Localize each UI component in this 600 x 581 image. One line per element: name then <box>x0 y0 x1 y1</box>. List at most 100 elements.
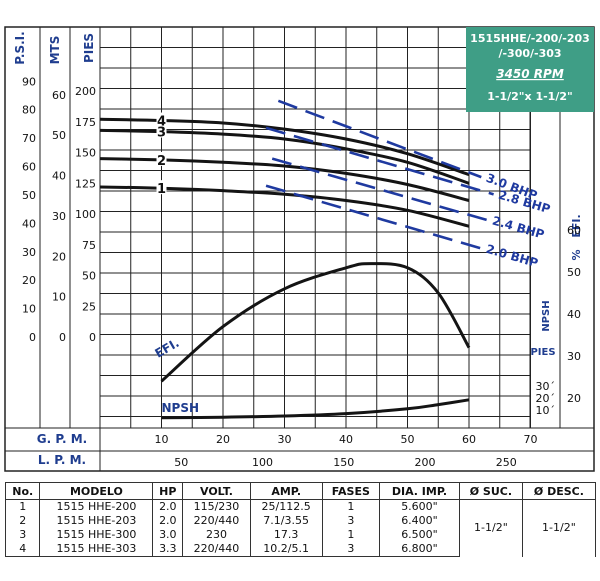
table-cell: 6.400" <box>378 514 460 528</box>
table-cell: 7.1/3.55 <box>249 514 323 528</box>
npsh-tick-label: 20´ <box>536 392 556 405</box>
pies-axis-label: PIES <box>82 33 96 63</box>
psi-tick-label: 90 <box>22 75 36 88</box>
table-cell: 1515 HHE-303 <box>39 542 154 557</box>
curve-label-4: 4 <box>157 115 166 130</box>
efi-curve-label: EFI. <box>153 336 182 361</box>
efi-tick-label: 60 <box>567 224 581 237</box>
bhp-line <box>277 99 482 179</box>
psi-tick-label: 30 <box>22 246 36 259</box>
table-cell: 6.500" <box>378 528 460 542</box>
rpm-label: 3450 RPM <box>496 67 564 81</box>
discharge-diameter-cell: 1-1/2" <box>521 499 597 557</box>
model-title-line2: /-300/-303 <box>498 47 561 60</box>
efi-tick-label: 30 <box>567 350 581 363</box>
table-cell: 3 <box>4 528 41 542</box>
gpm-tick-label: 70 <box>524 433 538 446</box>
table-cell: 2.0 <box>152 499 184 514</box>
pies-tick-label: 75 <box>82 239 96 252</box>
connection-size-label: 1-1/2"x 1-1/2" <box>487 90 572 103</box>
table-header-cell: Ø DESC. <box>521 482 597 500</box>
pump-spec-table: No. MODELO HP VOLT. AMP. FASES DIA. IMP. Ø SUC.… <box>4 482 597 557</box>
efi-tick-label: 40 <box>567 308 581 321</box>
table-header-cell: No. <box>4 482 41 500</box>
table-row: 4 1515 HHE-303 3.3 220/440 10.2/5.1 3 6.800" <box>4 542 596 557</box>
efi-unit-label: % <box>570 249 583 260</box>
table-cell: 1 <box>4 499 41 514</box>
table-header-row: No. MODELO HP VOLT. AMP. FASES DIA. IMP. Ø SUC.… <box>4 482 597 500</box>
mts-axis-label: MTS <box>48 36 62 65</box>
suction-diameter-cell: 1-1/2" <box>458 499 523 557</box>
mts-tick-label: 60 <box>52 89 66 102</box>
pies-tick-label: 200 <box>75 85 96 98</box>
psi-tick-label: 20 <box>22 274 36 287</box>
table-cell: 2.0 <box>152 514 184 528</box>
gpm-tick-label: 10 <box>155 433 169 446</box>
psi-tick-label: 0 <box>29 331 36 344</box>
bhp-line <box>265 184 482 250</box>
mts-tick-label: 30 <box>52 210 66 223</box>
table-row: 2 1515 HHE-203 2.0 220/440 7.1/3.55 3 6.400" <box>4 514 596 528</box>
table-cell: 220/440 <box>182 542 251 557</box>
pies-tick-label: 50 <box>82 270 96 283</box>
gpm-tick-label: 50 <box>401 433 415 446</box>
table-cell: 17.3 <box>249 528 323 542</box>
lpm-tick-label: 200 <box>414 456 435 469</box>
table-header-cell: FASES <box>321 482 380 500</box>
pies-tick-label: 25 <box>82 300 96 313</box>
model-title-line1: 1515HHE/-200/-203 <box>470 32 590 45</box>
table-header-cell: MODELO <box>39 482 154 500</box>
gpm-tick-label: 30 <box>278 433 292 446</box>
bhp-label: 2.4 BHP <box>491 214 546 242</box>
pies-tick-label: 125 <box>75 177 96 190</box>
npsh-unit-label: PIES <box>530 347 555 358</box>
table-cell: 10.2/5.1 <box>249 542 323 557</box>
table-header-cell: Ø SUC. <box>458 482 523 500</box>
npsh-tick-label: 10´ <box>536 404 556 417</box>
mts-tick-label: 0 <box>59 331 66 344</box>
table-cell: 3.3 <box>152 542 184 557</box>
bhp-line <box>265 126 494 196</box>
table-cell: 6.800" <box>378 542 460 557</box>
table-cell: 25/112.5 <box>249 499 323 514</box>
table-cell: 1515 HHE-300 <box>39 528 154 542</box>
pies-tick-label: 150 <box>75 147 96 160</box>
lpm-tick-label: 100 <box>252 456 273 469</box>
table-cell: 230 <box>182 528 251 542</box>
mts-tick-label: 50 <box>52 129 66 142</box>
lpm-axis-label: L. P. M. <box>38 453 86 467</box>
pies-tick-label: 100 <box>75 208 96 221</box>
psi-tick-label: 70 <box>22 132 36 145</box>
npsh-tick-label: 30´ <box>536 380 556 393</box>
table-cell: 1515 HHE-200 <box>39 499 154 514</box>
table-cell: 2 <box>4 514 41 528</box>
pump-curve-chart: P.S.I. MTS PIES EFI. % NPSH PIES 0102030… <box>4 26 595 472</box>
table-cell: 1515 HHE-203 <box>39 514 154 528</box>
psi-axis-label: P.S.I. <box>13 31 27 64</box>
efi-axis-label: EFI. <box>570 214 583 237</box>
table-cell: 115/230 <box>182 499 251 514</box>
efi-tick-label: 50 <box>567 266 581 279</box>
curve-efi <box>160 262 471 383</box>
pies-tick-label: 0 <box>89 331 96 344</box>
gpm-tick-label: 20 <box>216 433 230 446</box>
tick-labels: 0 10 20 30 40 50 60 70 80 90 0 10 20 30 40 50 60 0 25 50 75 1… <box>22 75 581 469</box>
table-header-cell: HP <box>152 482 184 500</box>
lpm-tick-label: 50 <box>174 456 188 469</box>
psi-tick-label: 10 <box>22 303 36 316</box>
table-cell: 3 <box>321 542 380 557</box>
mts-tick-label: 40 <box>52 170 66 183</box>
curve-label-bg <box>156 123 167 138</box>
gpm-tick-label: 40 <box>339 433 353 446</box>
title-box <box>466 27 594 112</box>
curve-label-bg <box>156 151 167 166</box>
table-cell: 220/440 <box>182 514 251 528</box>
pies-tick-label: 175 <box>75 116 96 129</box>
lpm-tick-label: 150 <box>333 456 354 469</box>
curve-label-bg <box>156 112 167 127</box>
curve-label-bg <box>156 180 167 195</box>
psi-tick-label: 60 <box>22 161 36 174</box>
table-cell: 3 <box>321 514 380 528</box>
lpm-tick-label: 250 <box>496 456 517 469</box>
table-cell: 5.600" <box>378 499 460 514</box>
